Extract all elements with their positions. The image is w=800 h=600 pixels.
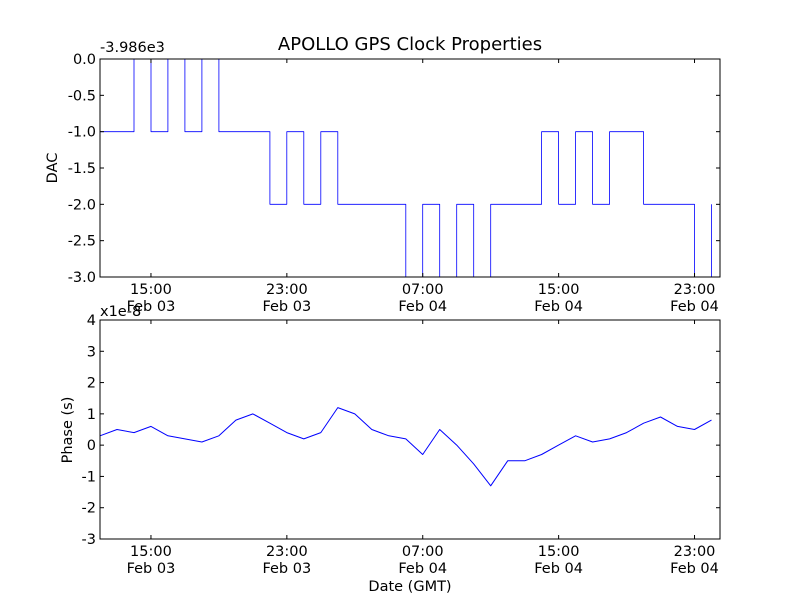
dac-x-tick-time: 15:00 — [538, 282, 580, 298]
dac-y-axis-label: DAC — [45, 153, 61, 184]
phase-y-tick-label: 0 — [87, 438, 96, 454]
dac-x-tick-time: 23:00 — [674, 282, 716, 298]
dac-x-tick-date: Feb 04 — [534, 299, 583, 315]
dac-y-tick-label: -1.5 — [68, 161, 96, 177]
dac-x-tick-time: 07:00 — [402, 282, 444, 298]
phase-x-tick-date: Feb 04 — [534, 561, 583, 577]
phase-y-tick-label: -1 — [82, 469, 96, 485]
phase-y-tick-label: -2 — [82, 501, 96, 517]
phase-y-tick-label: 3 — [87, 344, 96, 360]
dac-x-tick-date: Feb 04 — [670, 299, 719, 315]
phase-y-tick-label: -3 — [82, 532, 96, 548]
dac-x-tick-date: Feb 03 — [262, 299, 311, 315]
phase-series-line-0 — [99, 407, 712, 487]
phase-offset-text: x1e-8 — [100, 304, 141, 320]
chart-title: APOLLO GPS Clock Properties — [278, 34, 542, 55]
phase-x-tick-date: Feb 03 — [127, 561, 176, 577]
phase-x-tick-date: Feb 04 — [670, 561, 719, 577]
phase-x-tick-time: 23:00 — [674, 544, 716, 560]
phase-x-tick-time: 23:00 — [266, 544, 308, 560]
dac-x-tick-time: 15:00 — [130, 282, 172, 298]
dac-y-tick-label: -2.5 — [68, 234, 96, 250]
phase-plot-frame — [99, 319, 721, 540]
dac-y-tick-label: -0.5 — [68, 88, 96, 104]
phase-y-tick-label: 4 — [87, 313, 96, 329]
phase-series-group — [99, 407, 712, 487]
phase-x-tick-time: 15:00 — [130, 544, 172, 560]
dac-x-tick-date: Feb 03 — [127, 299, 176, 315]
phase-x-tick-date: Feb 04 — [398, 561, 447, 577]
dac-y-tick-label: -2.0 — [68, 197, 96, 213]
dac-x-tick-time: 23:00 — [266, 282, 308, 298]
dac-x-tick-date: Feb 04 — [398, 299, 447, 315]
phase-y-tick-label: 1 — [87, 407, 96, 423]
dac-y-tick-label: -1.0 — [68, 125, 96, 141]
dac-y-tick-label: 0.0 — [73, 52, 96, 68]
phase-x-tick-date: Feb 03 — [262, 561, 311, 577]
phase-x-tick-time: 07:00 — [402, 544, 444, 560]
dac-offset-text: -3.986e3 — [100, 40, 165, 56]
phase-x-axis-label: Date (GMT) — [368, 579, 451, 595]
dac-y-tick-label: -3.0 — [68, 270, 96, 286]
phase-y-tick-label: 2 — [87, 376, 96, 392]
phase-x-tick-time: 15:00 — [538, 544, 580, 560]
phase-y-axis-label: Phase (s) — [60, 397, 76, 464]
